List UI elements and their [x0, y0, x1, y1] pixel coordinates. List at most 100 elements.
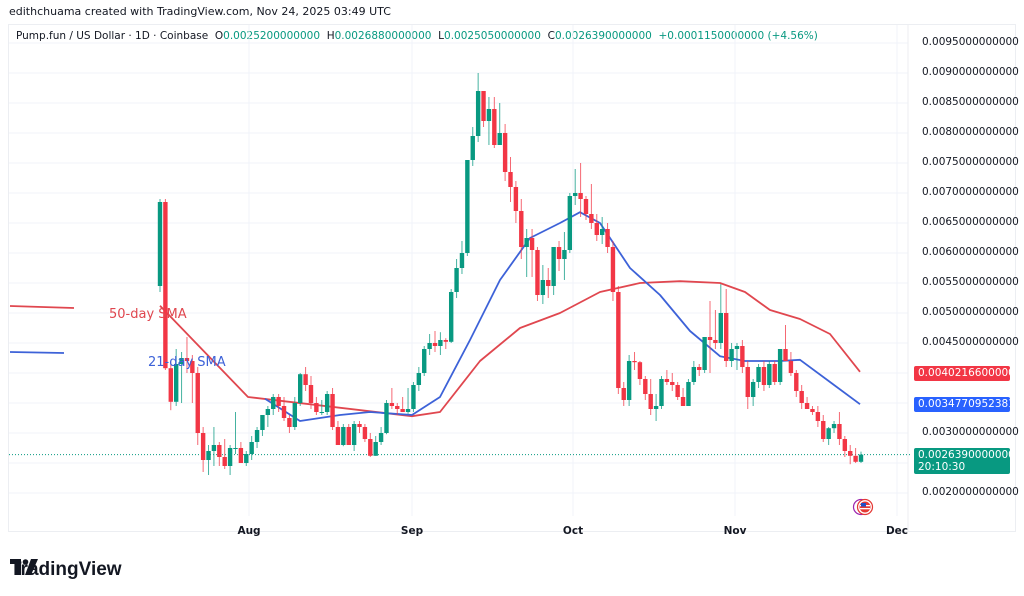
candle[interactable]: [675, 382, 680, 400]
candle[interactable]: [702, 337, 707, 373]
candle[interactable]: [524, 229, 529, 277]
candle[interactable]: [794, 370, 799, 397]
candle[interactable]: [767, 361, 772, 388]
candle[interactable]: [718, 284, 723, 349]
candle[interactable]: [157, 199, 163, 292]
candle[interactable]: [330, 388, 335, 430]
candle[interactable]: [497, 103, 502, 145]
candle[interactable]: [599, 217, 605, 244]
candle[interactable]: [777, 349, 783, 385]
candle[interactable]: [179, 352, 184, 403]
candle[interactable]: [351, 421, 357, 451]
candle[interactable]: [750, 379, 756, 406]
candle[interactable]: [562, 232, 567, 280]
candle[interactable]: [260, 415, 265, 436]
candle[interactable]: [163, 199, 168, 370]
tradingview-logo[interactable]: TradingView: [10, 559, 122, 581]
candle[interactable]: [804, 397, 810, 409]
candle[interactable]: [826, 427, 831, 445]
candle[interactable]: [308, 376, 314, 409]
candle[interactable]: [173, 349, 179, 406]
candle[interactable]: [626, 355, 632, 406]
candle[interactable]: [384, 400, 389, 435]
candle[interactable]: [659, 376, 664, 409]
candle[interactable]: [842, 436, 848, 457]
candle[interactable]: [729, 343, 734, 367]
candle[interactable]: [324, 391, 330, 415]
candle[interactable]: [314, 397, 319, 415]
candle[interactable]: [745, 361, 750, 409]
candle[interactable]: [529, 229, 535, 277]
candle[interactable]: [481, 91, 486, 127]
candle[interactable]: [238, 442, 244, 463]
candle[interactable]: [475, 73, 481, 142]
candle[interactable]: [653, 394, 659, 421]
candle[interactable]: [578, 163, 583, 217]
candle[interactable]: [454, 259, 459, 298]
candle[interactable]: [422, 346, 427, 376]
candle[interactable]: [448, 289, 454, 343]
candle[interactable]: [206, 445, 211, 475]
candle[interactable]: [292, 397, 298, 430]
candle[interactable]: [427, 334, 432, 355]
candle[interactable]: [810, 406, 815, 415]
candle[interactable]: [691, 361, 697, 385]
candle[interactable]: [680, 388, 686, 406]
candle[interactable]: [184, 337, 190, 373]
candle[interactable]: [697, 364, 702, 376]
candle[interactable]: [756, 364, 761, 388]
candle[interactable]: [589, 184, 594, 229]
candle[interactable]: [519, 199, 524, 259]
candle[interactable]: [713, 310, 718, 349]
us-flag-event-icon[interactable]: [851, 498, 879, 516]
candle[interactable]: [249, 436, 254, 460]
candle[interactable]: [335, 421, 341, 445]
candle[interactable]: [648, 379, 653, 415]
candle[interactable]: [211, 427, 217, 466]
candle[interactable]: [168, 361, 173, 411]
candle[interactable]: [535, 247, 540, 301]
candle[interactable]: [551, 247, 556, 295]
candle[interactable]: [378, 427, 384, 445]
candle[interactable]: [686, 379, 691, 406]
candle[interactable]: [723, 289, 729, 367]
candle[interactable]: [368, 433, 373, 457]
candle[interactable]: [783, 325, 788, 361]
candle[interactable]: [556, 241, 562, 271]
candle[interactable]: [664, 370, 670, 385]
candle[interactable]: [788, 352, 794, 376]
candle[interactable]: [594, 214, 599, 241]
candle[interactable]: [319, 400, 324, 415]
candle[interactable]: [637, 361, 643, 385]
candle[interactable]: [734, 343, 740, 370]
candle[interactable]: [459, 241, 465, 274]
candle[interactable]: [821, 415, 826, 442]
candle[interactable]: [373, 436, 378, 456]
candle[interactable]: [610, 241, 616, 301]
candle[interactable]: [395, 403, 400, 415]
candle[interactable]: [546, 268, 551, 298]
candle[interactable]: [761, 361, 767, 391]
candle[interactable]: [346, 424, 351, 445]
candle[interactable]: [605, 223, 610, 253]
candle[interactable]: [848, 445, 853, 465]
candle[interactable]: [227, 445, 233, 475]
candle[interactable]: [405, 388, 411, 414]
candle[interactable]: [190, 355, 195, 403]
candle[interactable]: [492, 97, 497, 148]
candle[interactable]: [837, 412, 842, 445]
candle[interactable]: [853, 448, 858, 463]
candle[interactable]: [465, 160, 470, 256]
candle[interactable]: [799, 385, 804, 409]
candle[interactable]: [443, 338, 448, 349]
candle[interactable]: [632, 352, 637, 370]
candle[interactable]: [513, 181, 519, 223]
candle[interactable]: [508, 157, 513, 202]
candle[interactable]: [298, 373, 303, 406]
candle[interactable]: [303, 367, 308, 391]
candle[interactable]: [222, 439, 227, 469]
candle[interactable]: [438, 332, 443, 355]
candle[interactable]: [616, 286, 621, 394]
candle[interactable]: [254, 427, 260, 448]
